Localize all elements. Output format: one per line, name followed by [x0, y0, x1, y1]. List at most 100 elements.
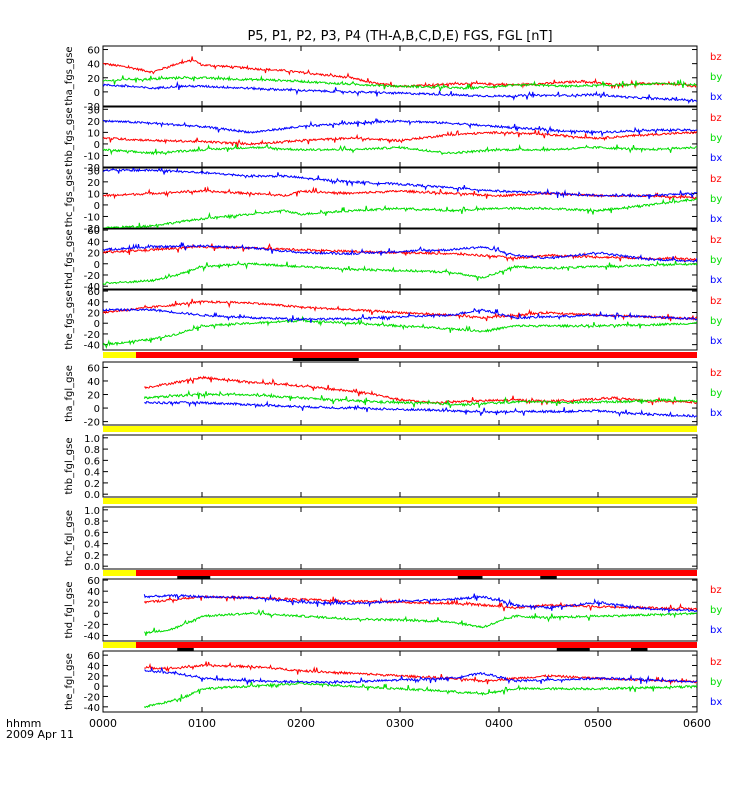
- y-axis-label: tha_fgl_gse: [64, 365, 75, 422]
- y-tick-label: 1.0: [84, 434, 100, 445]
- series-group: [143, 375, 697, 418]
- status-bar-segment-yellow: [103, 642, 136, 648]
- y-tick-label: -20: [84, 330, 100, 341]
- series-group: [143, 593, 697, 636]
- series-line-bz: [144, 375, 697, 406]
- series-line-bx: [103, 168, 697, 200]
- y-tick-label: 20: [87, 598, 100, 609]
- series-line-bx: [103, 80, 697, 105]
- y-tick-label: -20: [84, 620, 100, 631]
- y-tick-label: 30: [87, 166, 100, 177]
- status-bar-mark: [177, 648, 194, 651]
- status-bar-segment-red: [136, 570, 697, 576]
- y-tick-label: 0.2: [84, 479, 100, 490]
- legend-bz: bz: [710, 52, 722, 63]
- series-group: [103, 118, 697, 156]
- y-tick-label: -20: [84, 102, 100, 113]
- series-line-by: [103, 260, 697, 285]
- y-tick-label: -20: [84, 692, 100, 703]
- y-tick-label: 0: [94, 260, 100, 271]
- y-tick-label: 0: [94, 609, 100, 620]
- series-line-by: [143, 678, 697, 709]
- y-tick-label: 0: [94, 404, 100, 415]
- y-tick-label: 0.6: [84, 456, 100, 467]
- series-line-bz: [143, 594, 697, 612]
- y-tick-label: 40: [87, 60, 100, 71]
- series-line-bx: [103, 242, 697, 263]
- legend-bx: bx: [710, 336, 722, 347]
- series-group: [103, 242, 697, 285]
- panel-frame: [102, 506, 698, 570]
- x-tick-label: 0500: [584, 717, 612, 730]
- series-line-by: [103, 143, 697, 156]
- status-bar-segment-red: [136, 642, 697, 648]
- x-axis: 0000 0100 0200 0300 0400 0500 0600: [89, 717, 711, 730]
- legend-bz: bz: [710, 657, 722, 668]
- y-axis-label: thd_fgs_gse: [64, 229, 75, 288]
- y-tick-label: 60: [87, 576, 100, 587]
- y-axis-label: the_fgs_gse: [64, 290, 75, 349]
- y-tick-label: 0: [94, 319, 100, 330]
- y-tick-label: 60: [87, 363, 100, 374]
- status-bar-mark: [631, 648, 648, 651]
- legend-bz: bz: [710, 113, 722, 124]
- y-tick-label: 20: [87, 178, 100, 189]
- y-axis-label: thc_fgl_gse: [64, 510, 75, 566]
- y-tick-label: -20: [84, 418, 100, 429]
- status-bar: [103, 570, 697, 579]
- series-line-bx: [103, 118, 697, 138]
- series-line-by: [103, 315, 697, 350]
- panel-frame: [102, 434, 698, 498]
- y-tick-label: -40: [84, 703, 100, 714]
- y-axis-label: the_fgl_gse: [64, 653, 75, 710]
- y-tick-label: 0.4: [84, 468, 100, 479]
- panel-frame: [102, 578, 698, 642]
- y-tick-label: -40: [84, 282, 100, 293]
- legend-bx: bx: [710, 153, 722, 164]
- panel-tha_fgs_gse: -20 0 20 40 60 tha_fgs_gse bz by bx: [64, 45, 722, 113]
- status-bar-mark: [556, 648, 590, 651]
- series-line-bz: [103, 298, 697, 322]
- y-tick-label: -10: [84, 151, 100, 162]
- y-tick-label: 0.2: [84, 551, 100, 562]
- y-tick-label: 60: [87, 226, 100, 237]
- series-group: [103, 56, 697, 105]
- legend-by: by: [710, 605, 722, 616]
- legend-bz: bz: [710, 235, 722, 246]
- y-tick-label: -20: [84, 163, 100, 174]
- legend-bz: bz: [710, 174, 722, 185]
- y-tick-label: 10: [87, 189, 100, 200]
- legend-by: by: [710, 316, 722, 327]
- legend-bz: bz: [710, 368, 722, 379]
- y-tick-label: 20: [87, 309, 100, 320]
- y-tick-label: 30: [87, 105, 100, 116]
- series-line-by: [143, 389, 697, 409]
- y-tick-label: 20: [87, 672, 100, 683]
- series-line-bz: [103, 56, 697, 90]
- y-axis-label: thb_fgl_gse: [64, 438, 75, 495]
- y-tick-label: 20: [87, 249, 100, 260]
- y-tick-label: 20: [87, 117, 100, 128]
- legend-by: by: [710, 677, 722, 688]
- legend-bx: bx: [710, 214, 722, 225]
- y-tick-label: 10: [87, 128, 100, 139]
- y-axis-label: thc_fgs_gse: [64, 169, 75, 228]
- y-tick-label: -40: [84, 631, 100, 642]
- y-tick-label: -20: [84, 271, 100, 282]
- y-tick-label: 0: [94, 201, 100, 212]
- series-group: [143, 661, 697, 709]
- y-tick-label: 0.0: [84, 490, 100, 501]
- y-tick-label: 40: [87, 237, 100, 248]
- y-tick-label: -20: [84, 224, 100, 235]
- panel-thc_fgl_gse: 0.00.20.40.60.81.0 thc_fgl_gse: [64, 506, 698, 573]
- y-tick-label: 60: [87, 651, 100, 662]
- status-bar: [103, 642, 697, 651]
- y-tick-label: 0.0: [84, 562, 100, 573]
- legend-by: by: [710, 133, 722, 144]
- panel-frame: [102, 228, 698, 290]
- series-group: [103, 298, 697, 350]
